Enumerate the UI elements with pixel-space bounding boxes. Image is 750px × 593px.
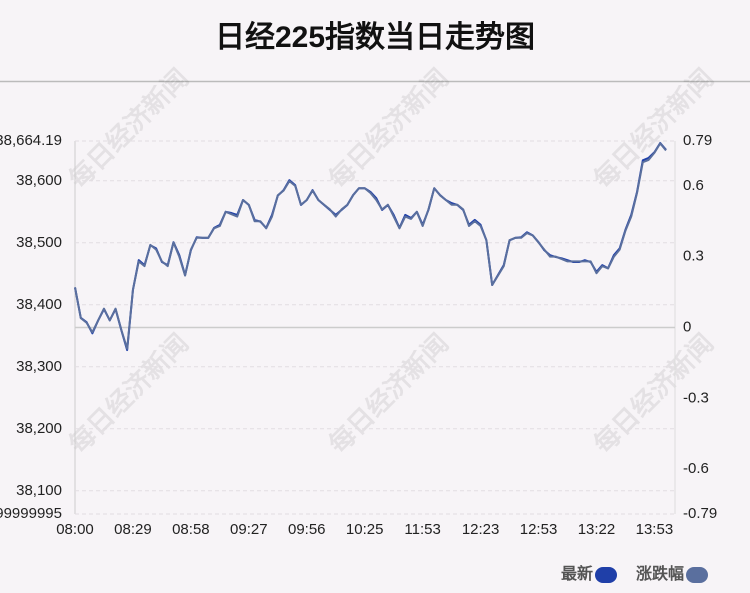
x-tick-label: 08:58 — [172, 521, 210, 538]
x-tick-label: 12:23 — [462, 521, 500, 538]
chart-title: 日经225指数当日走势图 — [215, 20, 535, 54]
x-tick-label: 11:53 — [404, 521, 440, 538]
series-line — [74, 142, 667, 350]
x-tick-label: 10:25 — [346, 521, 384, 538]
x-tick-label: 08:00 — [56, 521, 94, 538]
x-tick-label: 13:22 — [578, 521, 616, 538]
y2-tick-label: -0.6 — [683, 460, 709, 477]
legend-label: 最新 — [561, 564, 593, 583]
y-tick-label: 38,100 — [16, 482, 62, 499]
y-tick-label: 38,200 — [16, 420, 62, 437]
y-tick-label: 38,500 — [16, 234, 62, 251]
y-tick-label: 38,600 — [16, 172, 62, 189]
x-tick-label: 09:56 — [288, 521, 326, 538]
y2-tick-label: 0.3 — [683, 248, 704, 265]
x-tick-label: 08:29 — [114, 521, 152, 538]
y-tick-label: 38,400 — [16, 296, 62, 313]
legend-swatch — [595, 567, 617, 583]
y2-tick-label: 0.79 — [683, 132, 712, 149]
y2-tick-label: 0 — [683, 318, 691, 335]
x-tick-label: 12:53 — [520, 521, 558, 538]
legend-label: 涨跌幅 — [636, 564, 684, 583]
y2-tick-label: -0.3 — [683, 389, 709, 406]
x-tick-label: 09:27 — [230, 521, 268, 538]
y2-tick-label: -0.79 — [683, 505, 717, 522]
legend-swatch — [686, 567, 708, 583]
y2-tick-label: 0.6 — [683, 177, 704, 194]
y-tick-label: 38,062.599999995 — [0, 505, 62, 522]
x-tick-label: 13:53 — [636, 521, 674, 538]
y-tick-label: 38,664.19 — [0, 132, 62, 149]
y-tick-label: 38,300 — [16, 358, 62, 375]
